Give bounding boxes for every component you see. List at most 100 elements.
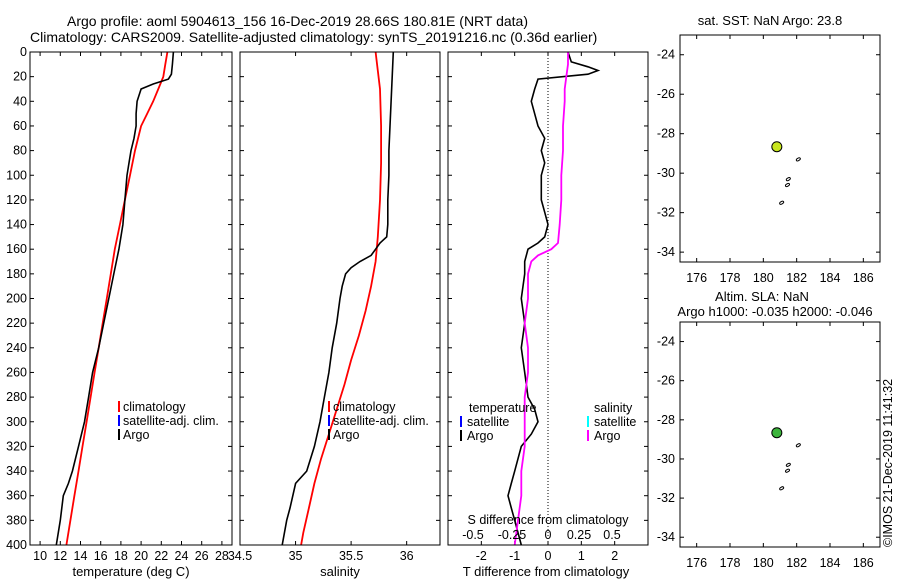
x2tick-label: -0.5 [462,528,484,542]
xtick-label: 34.5 [228,549,252,563]
series-climatology [65,51,169,546]
ytick-label: 100 [6,168,27,182]
ytick-label: 260 [6,365,27,379]
map-sla-title-line1: Altim. SLA: NaN [715,289,809,304]
xtick-label: 1 [578,549,585,563]
series-argo [55,51,175,546]
ytick-label: 300 [6,415,27,429]
xtick-label: 14 [74,549,88,563]
xtick-label: 186 [853,556,874,570]
xtick-label: 22 [154,549,168,563]
ytick-label: 200 [6,292,27,306]
legend-title: salinity [594,401,633,415]
xtick-label: 176 [686,271,707,285]
island [785,468,790,473]
xtick-label: 18 [114,549,128,563]
island [785,177,791,182]
argo-float-marker [771,141,783,153]
island [795,157,801,162]
legend-difference: temperaturesatelliteArgosalinitysatellit… [460,401,636,542]
ytick-label: 20 [13,70,27,84]
series-argo [281,51,395,546]
panel-map_sst: -24 -26 -28 -30 -32 -34 176 178 180 182 184 186 [657,34,881,285]
ytick-label: 0 [20,45,27,59]
ytick-label: -32 [657,206,675,220]
ytick-label: -24 [657,48,675,62]
panel-temperature: 0 20 40 60 80 100 120 140 160 180 200 220 240 260 280 3… [6,45,233,579]
ytick-label: 360 [6,489,27,503]
ytick-label: -30 [657,166,675,180]
map-frame [679,321,881,548]
series-climatology [300,51,383,546]
xtick-label: 20 [134,549,148,563]
island [785,183,790,188]
xtick-label: -1 [509,549,520,563]
x2tick-label: 0 [545,528,552,542]
ytick-label: 120 [6,193,27,207]
ytick-label: 220 [6,316,27,330]
ytick-label: 40 [13,94,27,108]
xtick-label: 176 [686,556,707,570]
ytick-label: -26 [657,87,675,101]
ytick-label: -28 [657,413,675,427]
xtick-label: 28 [215,549,229,563]
timestamp: ©IMOS 21-Dec-2019 11:41:32 [881,379,895,547]
ytick-label: 380 [6,513,27,527]
legend-title: temperature [469,401,536,415]
map-sla-title-line2: Argo h1000: -0.035 h2000: -0.046 [677,304,872,319]
map-sst-title: sat. SST: NaN Argo: 23.8 [698,13,843,28]
xlabel: salinity [320,564,360,579]
argo-float-marker [771,427,783,439]
title-line1: Argo profile: aoml 5904613_156 16-Dec-20… [67,13,528,29]
xtick-label: 0 [545,549,552,563]
map-frame [679,34,881,263]
island [785,462,791,467]
panel-map_sla: -24 -26 -28 -30 -32 -34 176 178 180 182 184 186 [657,321,881,570]
xtick-label: 12 [53,549,67,563]
xtick-label: 180 [753,271,774,285]
legend-label: climatology [333,400,396,414]
ytick-label: 180 [6,267,27,281]
ytick-label: 320 [6,439,27,453]
xtick-label: 24 [175,549,189,563]
ytick-label: 80 [13,144,27,158]
xtick-label: 184 [820,271,841,285]
ytick-label: -28 [657,127,675,141]
xlabel: temperature (deg C) [72,564,189,579]
series-t-argo [507,51,601,546]
legend-label: Argo [594,429,620,443]
x2tick-label: 0.5 [603,528,620,542]
island [779,486,785,491]
ytick-label: -24 [657,335,675,349]
island [795,443,801,448]
xtick-label: 180 [753,556,774,570]
ytick-label: -34 [657,530,675,544]
xtick-label: -2 [476,549,487,563]
xtick-label: 182 [786,271,807,285]
plot-frame [29,51,233,546]
ytick-label: 280 [6,390,27,404]
legend-label: climatology [123,400,186,414]
series-s-argo [513,52,569,546]
plot-frame [447,51,649,546]
plot-frame [239,51,441,546]
xtick-label: 178 [720,556,741,570]
ytick-label: 160 [6,242,27,256]
xtick-label: 182 [786,556,807,570]
legend-label: Argo [333,428,359,442]
xtick-label: 16 [94,549,108,563]
ytick-label: 340 [6,464,27,478]
legend-label: satellite [594,415,636,429]
x2label: S difference from climatology [468,513,630,527]
island [779,200,785,205]
xlabel: T difference from climatology [463,564,630,579]
xtick-label: 36 [400,549,414,563]
ytick-label: 140 [6,218,27,232]
x2tick-label: 0.25 [567,528,591,542]
xtick-label: 2 [611,549,618,563]
xtick-label: 35.5 [339,549,363,563]
legend-label: satellite [467,415,509,429]
title-line2: Climatology: CARS2009. Satellite-adjuste… [30,29,597,45]
